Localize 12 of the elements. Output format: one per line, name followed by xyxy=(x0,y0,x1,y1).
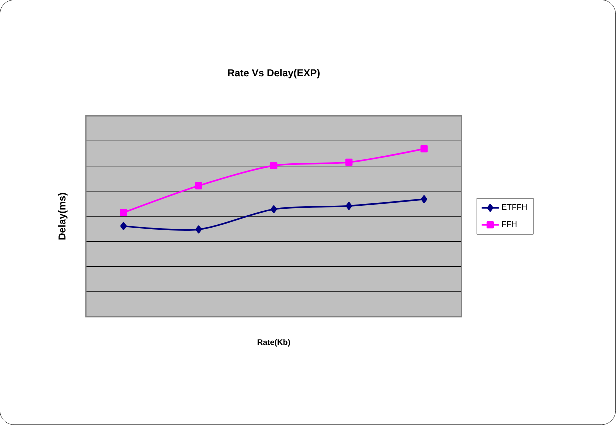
point xyxy=(346,202,352,210)
point xyxy=(120,209,128,216)
point xyxy=(270,162,278,170)
point xyxy=(346,158,353,166)
point xyxy=(270,205,278,214)
chart-title: Rate Vs Delay(EXP) xyxy=(228,69,320,79)
y-axis-title: Delay(ms) xyxy=(58,193,68,240)
point xyxy=(120,222,127,230)
point xyxy=(195,182,202,190)
point xyxy=(421,195,428,204)
point xyxy=(196,226,202,234)
point xyxy=(420,145,428,153)
